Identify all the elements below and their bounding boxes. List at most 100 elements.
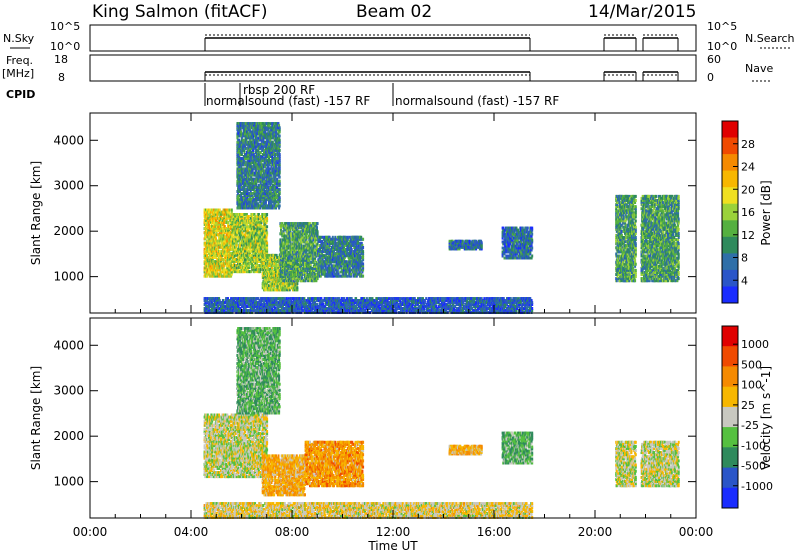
data-cell	[237, 268, 240, 272]
data-cell	[230, 214, 233, 218]
data-cell	[228, 210, 231, 214]
data-cell	[218, 241, 221, 245]
data-cell	[206, 225, 209, 228]
data-cell	[236, 229, 239, 233]
data-cell	[220, 233, 223, 237]
data-cell	[218, 231, 221, 235]
data-cell	[216, 223, 219, 226]
data-cell	[211, 262, 214, 266]
data-cell	[229, 233, 232, 237]
data-cell	[231, 223, 234, 227]
data-cell	[235, 249, 238, 253]
data-cell	[219, 268, 222, 272]
data-cell	[266, 225, 269, 229]
data-cell	[227, 256, 229, 259]
data-cell	[208, 249, 211, 253]
data-cell	[228, 270, 231, 274]
data-cell	[228, 227, 231, 231]
data-cell	[215, 212, 217, 216]
data-cell	[218, 268, 221, 272]
data-cell	[233, 219, 236, 223]
data-cell	[222, 233, 225, 237]
data-cell	[206, 231, 209, 235]
data-cell	[232, 241, 234, 245]
data-cell	[240, 192, 243, 196]
data-cell	[235, 221, 238, 225]
data-cell	[213, 208, 216, 212]
data-cell	[220, 212, 223, 216]
data-cell	[229, 245, 232, 249]
data-cell	[223, 268, 226, 272]
data-cell	[231, 253, 234, 257]
data-cell	[205, 227, 208, 231]
data-cell	[231, 233, 234, 237]
data-cell	[237, 264, 240, 267]
data-cell	[268, 167, 271, 171]
data-cell	[228, 229, 231, 233]
data-cell	[209, 268, 212, 272]
data-cell	[211, 251, 214, 255]
data-cell	[233, 255, 236, 259]
data-cell	[229, 260, 232, 264]
data-cell	[218, 260, 221, 264]
data-cell	[204, 233, 207, 237]
nsky-trace	[204, 34, 679, 51]
data-cell	[221, 254, 224, 257]
data-cell	[223, 243, 226, 247]
data-cell	[211, 237, 214, 241]
data-cell	[220, 216, 222, 220]
data-cell	[216, 266, 219, 270]
nsearch-tick-top: 10^5	[707, 20, 737, 33]
data-cell	[225, 233, 228, 237]
data-cell	[228, 216, 231, 220]
data-cell	[214, 216, 217, 220]
data-cell	[228, 256, 231, 259]
data-cell	[203, 243, 206, 247]
data-cell	[266, 217, 269, 221]
data-cell	[236, 257, 239, 261]
data-cell	[209, 233, 212, 237]
data-cell	[266, 231, 269, 235]
data-cell	[217, 210, 220, 214]
data-cell	[234, 217, 237, 221]
data-cell	[278, 148, 281, 152]
data-cell	[208, 223, 210, 226]
data-cell	[208, 241, 211, 245]
data-cell	[211, 239, 214, 243]
data-cell	[218, 256, 221, 259]
data-cell	[228, 208, 231, 212]
data-cell	[236, 251, 239, 255]
data-cell	[221, 227, 224, 231]
data-cell	[209, 241, 212, 245]
data-cell	[225, 247, 228, 251]
data-cell	[223, 247, 226, 251]
data-cell	[218, 274, 221, 278]
nsky-tick-top: 10^5	[50, 20, 80, 33]
data-cell	[209, 239, 212, 243]
data-cell	[233, 253, 236, 257]
data-cell	[217, 227, 220, 231]
data-cell	[206, 247, 209, 251]
data-cell	[228, 241, 231, 245]
data-cell	[227, 251, 230, 255]
data-cell	[233, 270, 236, 274]
data-cell	[223, 251, 226, 255]
data-cell	[208, 208, 211, 212]
data-cell	[208, 229, 211, 233]
data-cell	[214, 223, 217, 226]
data-cell	[212, 272, 215, 276]
data-cell	[227, 268, 230, 272]
data-cell	[218, 249, 221, 253]
data-cell	[209, 231, 212, 235]
data-cell	[227, 208, 229, 212]
data-cell	[206, 212, 209, 216]
data-cell	[220, 256, 223, 259]
data-cell	[237, 221, 240, 225]
data-cell	[234, 257, 237, 261]
data-cell	[221, 243, 224, 247]
data-cell	[235, 231, 238, 235]
data-cell	[211, 220, 214, 224]
data-cell	[225, 216, 228, 220]
data-cell	[278, 175, 281, 179]
data-cell	[213, 245, 216, 249]
